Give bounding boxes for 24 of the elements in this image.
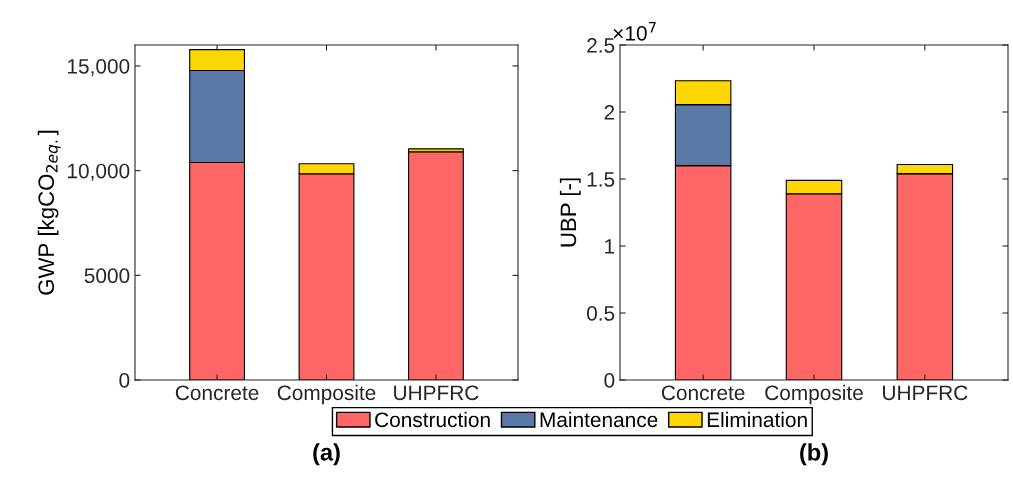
y-tick-label: 0 xyxy=(119,373,130,388)
text: ×10$^{7}$ xyxy=(613,21,656,41)
x-tick-label: Composite xyxy=(277,384,376,405)
y-tick-label: 0.5 xyxy=(586,306,615,321)
y-tick-label: 1 xyxy=(605,239,615,254)
x-tick-label: Concrete xyxy=(661,385,745,401)
legend-label: Elimination xyxy=(707,411,807,428)
x-tick-label: UHPFRC xyxy=(394,385,479,401)
legend-label: Maintenance xyxy=(540,411,658,428)
y-axis-title: UBP [-] xyxy=(559,178,581,247)
x-tick-label: Concrete xyxy=(175,385,259,401)
text: (b) xyxy=(800,443,828,466)
y-tick-label: 0 xyxy=(604,373,615,388)
x-tick-label: UHPFRC xyxy=(883,385,968,401)
y-tick-label: 2 xyxy=(604,105,615,120)
y-tick-label: 5000 xyxy=(84,268,130,284)
y-tick-label: 15,000 xyxy=(68,58,130,77)
y-tick-label: 2.5 xyxy=(587,38,615,53)
y-axis-title: GWP [kgCO$_{2eq.}$] xyxy=(37,130,61,295)
x-tick-label: Composite xyxy=(765,384,863,405)
text: (a) xyxy=(313,443,340,466)
legend-label: Construction xyxy=(375,411,490,428)
y-tick-label: 10,000 xyxy=(68,163,130,181)
y-tick-label: 1.5 xyxy=(587,172,615,187)
